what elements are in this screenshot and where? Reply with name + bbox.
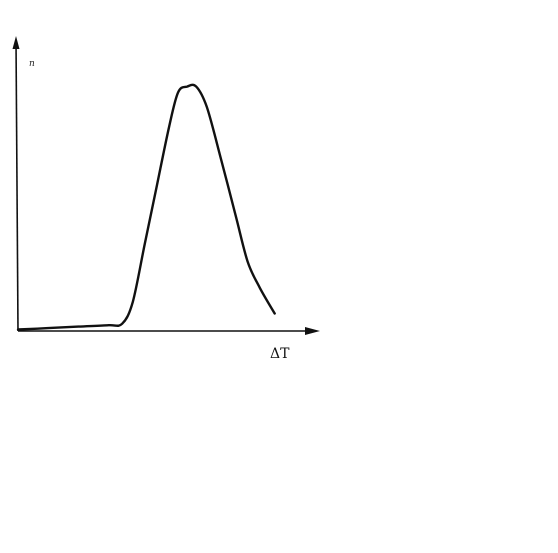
axes <box>12 36 320 335</box>
y-axis-label: n <box>29 59 35 69</box>
x-axis-arrow <box>305 327 320 335</box>
series-layer <box>16 83 276 331</box>
y-axis-arrow <box>12 36 20 49</box>
x-axis-label: ΔT <box>270 346 290 362</box>
y-axis <box>15 39 19 332</box>
series-line-0 <box>16 83 276 331</box>
